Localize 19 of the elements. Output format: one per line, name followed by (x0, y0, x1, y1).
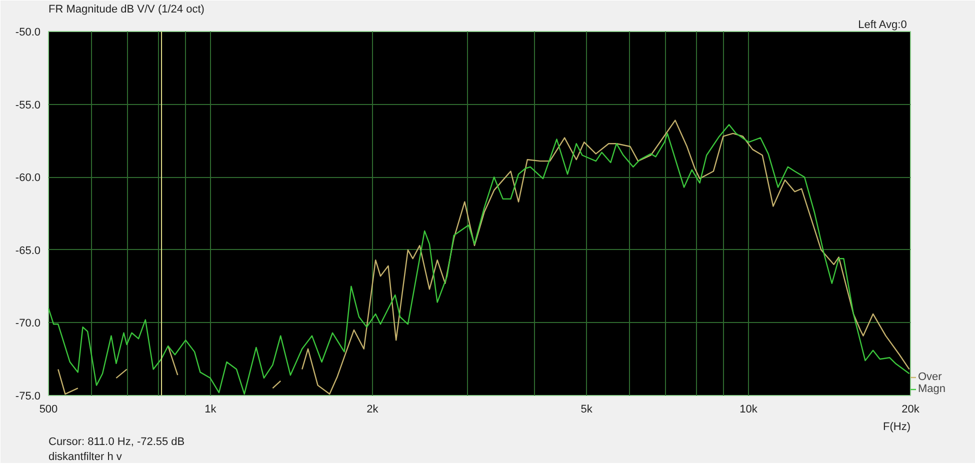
y-tick-label: -65.0 (15, 244, 41, 257)
legend-label: Over (918, 371, 943, 383)
y-tick-label: -75.0 (15, 390, 41, 402)
y-tick-label: -70.0 (15, 318, 41, 330)
y-tick-label: -50.0 (15, 26, 41, 38)
text: Left Avg:0 (858, 19, 907, 31)
x-tick-label: 2k (366, 404, 379, 416)
chart-title: FR Magnitude dB V/V (1/24 oct) (48, 4, 204, 16)
x-tick-label: 10k (740, 404, 758, 416)
y-tick-label: -55.0 (15, 99, 41, 112)
text: diskantfilter h v (48, 451, 122, 463)
x-axis-title: F(Hz) (883, 421, 911, 433)
text: Cursor: 811.0 Hz, -72.55 dB (48, 436, 185, 448)
legend-label: Magn (918, 383, 947, 395)
x-tick-label: 5k (580, 404, 593, 416)
x-tick-label: 20k (902, 404, 920, 416)
x-tick-label: 500 (39, 404, 58, 416)
x-tick-label: 1k (204, 404, 217, 416)
y-tick-label: -60.0 (15, 172, 41, 184)
